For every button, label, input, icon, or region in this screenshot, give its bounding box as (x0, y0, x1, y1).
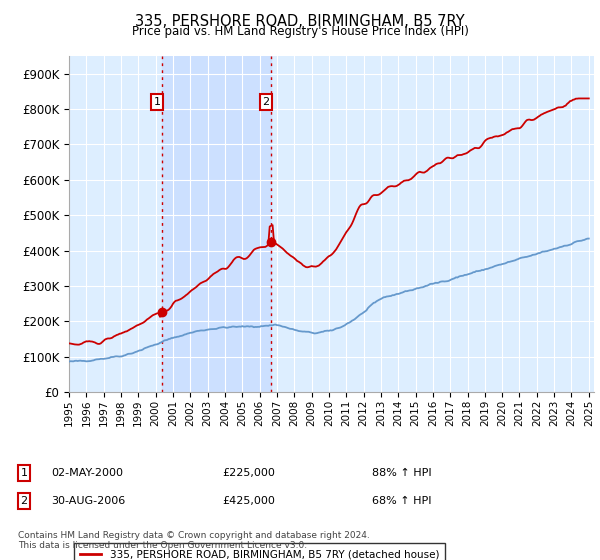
Text: 68% ↑ HPI: 68% ↑ HPI (372, 496, 431, 506)
Text: Contains HM Land Registry data © Crown copyright and database right 2024.
This d: Contains HM Land Registry data © Crown c… (18, 531, 370, 550)
Text: 30-AUG-2006: 30-AUG-2006 (51, 496, 125, 506)
Text: £425,000: £425,000 (222, 496, 275, 506)
Text: 1: 1 (154, 97, 160, 107)
Bar (162, 56, 271, 392)
Text: £225,000: £225,000 (222, 468, 275, 478)
Text: 2: 2 (262, 97, 269, 107)
Text: 1: 1 (20, 468, 28, 478)
Text: 88% ↑ HPI: 88% ↑ HPI (372, 468, 431, 478)
Legend: 335, PERSHORE ROAD, BIRMINGHAM, B5 7RY (detached house), HPI: Average price, det: 335, PERSHORE ROAD, BIRMINGHAM, B5 7RY (… (74, 543, 445, 560)
Text: 335, PERSHORE ROAD, BIRMINGHAM, B5 7RY: 335, PERSHORE ROAD, BIRMINGHAM, B5 7RY (135, 14, 465, 29)
Text: Price paid vs. HM Land Registry's House Price Index (HPI): Price paid vs. HM Land Registry's House … (131, 25, 469, 38)
Text: 2: 2 (20, 496, 28, 506)
Text: 02-MAY-2000: 02-MAY-2000 (51, 468, 123, 478)
